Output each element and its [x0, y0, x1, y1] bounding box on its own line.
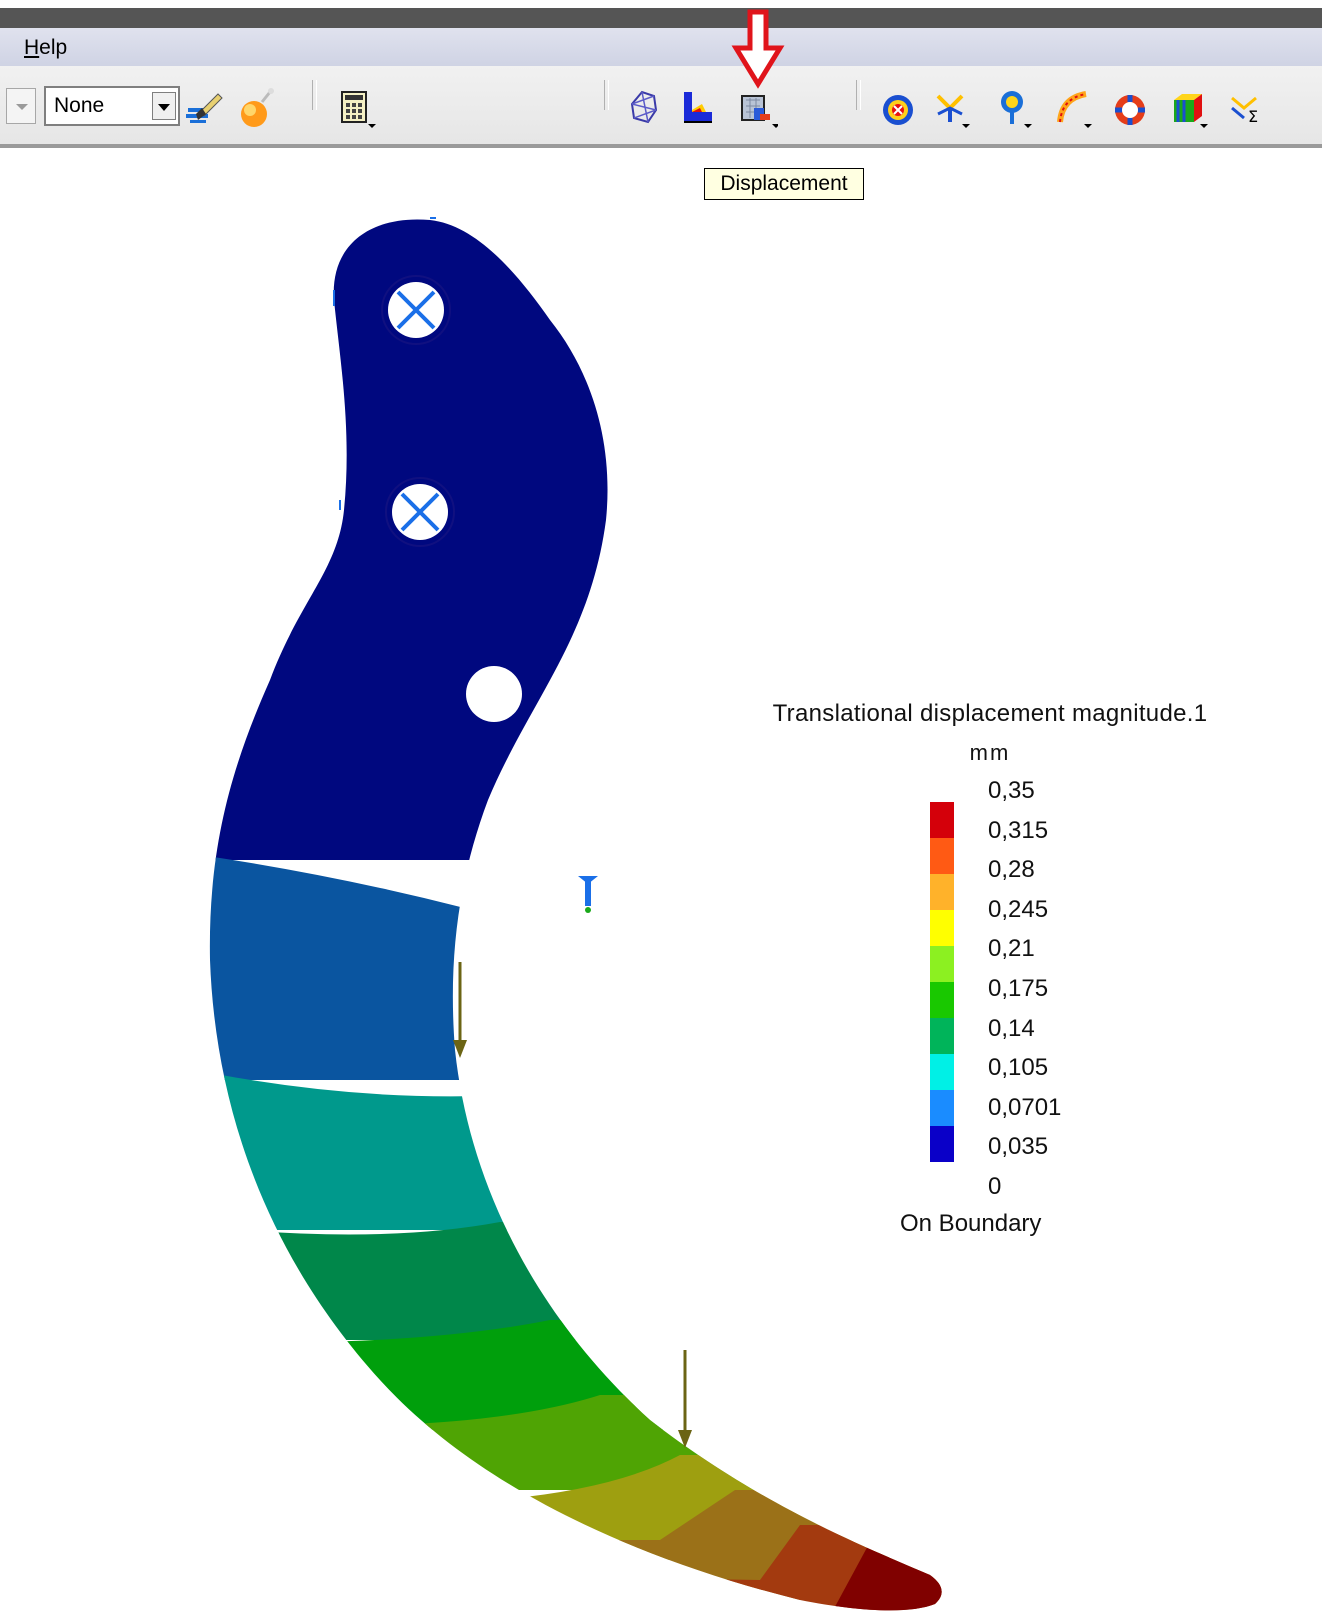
legend-swatch: [930, 838, 954, 874]
legend-swatch: [930, 802, 954, 838]
calculator-icon[interactable]: [338, 84, 378, 130]
cube-icon[interactable]: [1168, 84, 1208, 130]
sphere-icon[interactable]: [236, 84, 276, 130]
annotation-arrow-icon: [731, 9, 785, 89]
toolbar-separator: [604, 80, 609, 110]
combo-stub-dropdown[interactable]: [6, 88, 36, 124]
menu-help[interactable]: Help: [24, 36, 68, 59]
part-band: [209, 219, 942, 860]
vector-icon[interactable]: [930, 84, 970, 130]
legend-swatch: [930, 1018, 954, 1054]
legend-unit: mm: [969, 740, 1011, 765]
deformation-icon[interactable]: [678, 84, 718, 130]
legend-value: 0,35: [988, 777, 1035, 804]
legend-swatch: [930, 1054, 954, 1090]
target-icon[interactable]: [878, 84, 918, 130]
legend-value: 0,14: [988, 1014, 1035, 1042]
probe-marker-icon: [578, 876, 598, 913]
load-arrow-icon: [678, 1350, 692, 1448]
toolbar: None: [0, 66, 1322, 148]
svg-text:Σ: Σ: [1248, 107, 1258, 126]
part-band: [209, 848, 942, 1080]
legend-value: 0,105: [988, 1054, 1049, 1082]
part-band: [209, 1395, 942, 1490]
legend-swatch: [930, 1126, 954, 1162]
legend-value: 0,28: [988, 856, 1035, 884]
window-top-edge: [0, 0, 1330, 8]
chevron-down-icon[interactable]: [152, 92, 176, 120]
part-band: [209, 1220, 942, 1340]
legend-value: 0,175: [988, 975, 1049, 1002]
tooltip-displacement: Displacement: [704, 168, 864, 200]
legend-title: Translational displacement magnitude.1: [772, 700, 1208, 727]
title-bar: [0, 8, 1322, 28]
legend-value: 0,0701: [988, 1093, 1062, 1121]
toolbar-separator: [856, 80, 861, 110]
legend-value: 0,035: [988, 1133, 1049, 1161]
part-band: [209, 1060, 942, 1230]
pin-hole: [381, 275, 451, 345]
lifebuoy-icon[interactable]: [1110, 84, 1150, 130]
toolbar-separator: [312, 80, 317, 110]
legend-swatch: [930, 874, 954, 910]
legend-value: 0: [988, 1173, 1002, 1200]
load-arrow-icon: [453, 962, 467, 1058]
paintbrush-icon[interactable]: [184, 84, 224, 130]
display-mode-value: None: [54, 94, 105, 117]
pin-hole: [385, 477, 455, 547]
display-mode-select[interactable]: None: [44, 86, 180, 126]
result-viewport[interactable]: [0, 148, 1330, 1616]
legend-value: 0,245: [988, 895, 1049, 923]
bolt-hole: [466, 666, 522, 722]
legend-footer: On Boundary: [900, 1210, 1042, 1237]
legend-swatch: [930, 982, 954, 1018]
legend-color-bar: [930, 802, 954, 1198]
mesh-icon[interactable]: [624, 84, 664, 130]
legend-swatch: [930, 946, 954, 982]
legend-value: 0,315: [988, 816, 1049, 844]
sigma-icon[interactable]: Σ: [1226, 84, 1266, 130]
displacement-icon[interactable]: [738, 84, 778, 130]
arc-icon[interactable]: [1052, 84, 1092, 130]
legend-value: 0,21: [988, 935, 1035, 963]
legend-swatch: [930, 910, 954, 946]
menu-bar: Help: [0, 28, 1322, 67]
legend-swatch: [930, 1090, 954, 1126]
probe-icon[interactable]: [992, 84, 1032, 130]
